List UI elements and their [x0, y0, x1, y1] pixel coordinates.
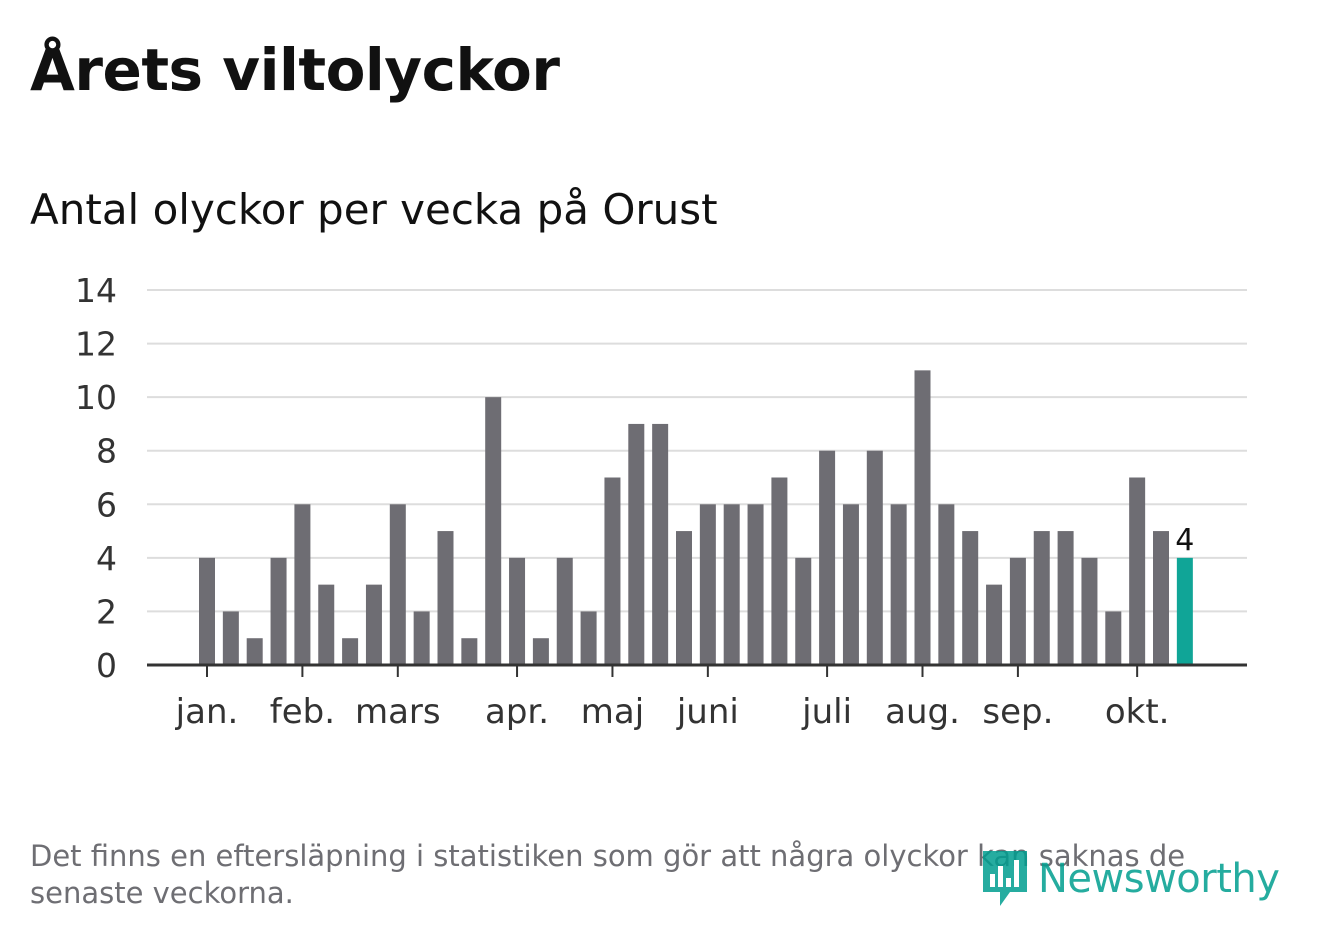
bar[interactable] [318, 584, 335, 665]
bar[interactable] [1081, 557, 1098, 665]
bar[interactable] [485, 397, 502, 665]
bar[interactable] [199, 557, 215, 665]
bar[interactable] [986, 584, 1003, 665]
bar[interactable] [771, 477, 788, 666]
bar[interactable] [1057, 531, 1074, 665]
bar[interactable] [1009, 557, 1026, 665]
bar[interactable] [842, 504, 859, 665]
bar[interactable] [699, 504, 716, 665]
axis-layer: 0 2 4 6 8 10 12 14 jan. feb. mars apr. maj juni juli au… [75, 271, 1247, 732]
y-tick-label: 14 [75, 271, 117, 310]
bar[interactable] [962, 531, 979, 665]
bar[interactable] [723, 504, 740, 665]
bar[interactable] [652, 423, 669, 665]
bar[interactable] [819, 450, 836, 665]
bar[interactable] [509, 557, 526, 665]
bar[interactable] [342, 638, 359, 665]
bar[interactable] [938, 504, 955, 665]
x-tick-label: sep. [982, 692, 1053, 732]
y-tick-label: 10 [75, 378, 117, 417]
bar[interactable] [461, 638, 478, 665]
y-tick-label: 12 [75, 325, 117, 364]
bar[interactable] [866, 450, 883, 665]
bar[interactable] [747, 504, 764, 665]
bar[interactable] [628, 423, 645, 665]
logo-text: Newsworthy [1038, 856, 1280, 902]
y-tick-label: 8 [96, 432, 117, 471]
bar[interactable] [1129, 477, 1146, 666]
bar[interactable] [222, 611, 239, 665]
x-tick-label: okt. [1105, 692, 1170, 732]
x-tick-label: apr. [485, 692, 549, 732]
y-tick-label: 4 [96, 539, 117, 578]
bar-chart-logo-icon [983, 851, 1027, 906]
y-tick-label: 0 [96, 646, 117, 685]
chart-subtitle: Antal olyckor per vecka på Orust [30, 185, 718, 234]
bar[interactable] [1105, 611, 1122, 665]
bar[interactable] [294, 504, 311, 665]
bar[interactable] [389, 504, 406, 665]
bar-value-label: 4 [1175, 523, 1194, 558]
y-tick-label: 2 [96, 592, 117, 631]
bar[interactable] [270, 557, 287, 665]
bar-highlight[interactable] [1176, 557, 1193, 665]
x-tick-label: mars [355, 692, 441, 732]
x-tick-label: juni [676, 692, 739, 732]
bar-chart: 4 0 2 4 6 8 10 12 14 jan. feb. mars apr. maj juni juli… [75, 271, 1247, 732]
x-tick-label: aug. [885, 692, 960, 732]
bar[interactable] [556, 557, 573, 665]
x-tick-label: jan. [175, 692, 239, 732]
newsworthy-logo[interactable]: Newsworthy [980, 848, 1280, 910]
bar[interactable] [246, 638, 263, 665]
bar[interactable] [413, 611, 430, 665]
x-tick-label: juli [801, 692, 852, 732]
bar[interactable] [676, 531, 692, 665]
bar[interactable] [914, 370, 931, 665]
bar[interactable] [1153, 531, 1169, 665]
bar[interactable] [604, 477, 621, 666]
x-tick-label: maj [581, 692, 644, 732]
x-tick-label: feb. [270, 692, 335, 732]
bar-layer: 4 [199, 370, 1194, 665]
bar[interactable] [532, 638, 549, 665]
bar[interactable] [365, 584, 382, 665]
bar[interactable] [795, 557, 812, 665]
chart-title: Årets viltolyckor [30, 36, 560, 104]
bar[interactable] [890, 504, 907, 665]
bar[interactable] [437, 531, 454, 665]
y-tick-label: 6 [96, 485, 117, 524]
bar[interactable] [580, 611, 597, 665]
bar[interactable] [1033, 531, 1050, 665]
